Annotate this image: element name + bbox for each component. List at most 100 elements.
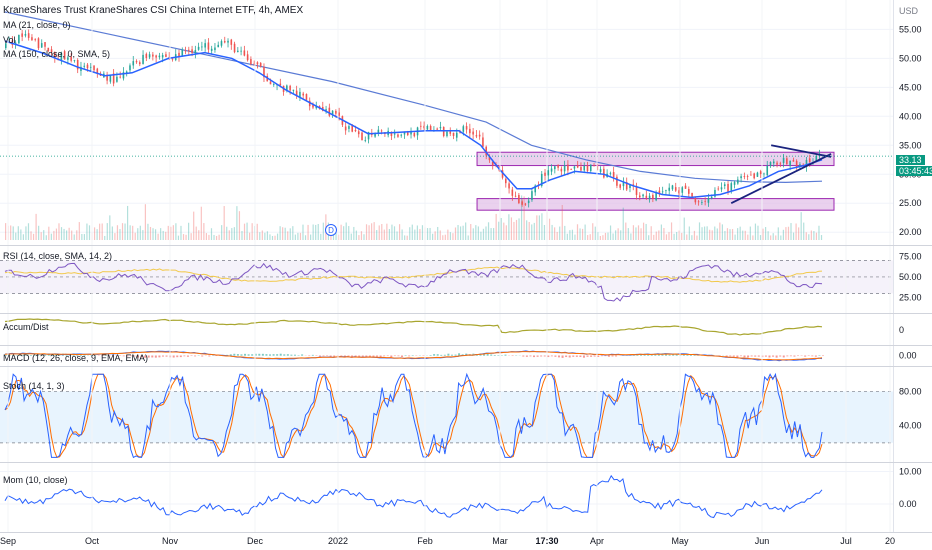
candle-body xyxy=(655,192,657,201)
candle-body xyxy=(27,33,30,38)
ma150-legend[interactable]: MA (150, close, 0, SMA, 5) xyxy=(3,49,111,59)
macd-histogram-bar xyxy=(607,355,610,357)
volume-bar xyxy=(144,204,146,240)
candle-body xyxy=(410,131,412,135)
candle-body xyxy=(188,49,190,51)
volume-bar xyxy=(714,226,716,240)
candle-body xyxy=(753,173,755,179)
candle-body xyxy=(312,104,314,108)
candle-body xyxy=(720,187,723,190)
volume-bar xyxy=(622,207,624,240)
volume-bar xyxy=(236,206,238,240)
volume-bar xyxy=(716,228,718,240)
volume-bar xyxy=(302,224,304,240)
volume-bar xyxy=(531,224,533,240)
volume-bar xyxy=(198,230,200,240)
volume-bar xyxy=(43,230,45,240)
price-tick-label: 55.00 xyxy=(899,24,922,34)
volume-bar xyxy=(119,229,121,240)
volume-bar xyxy=(548,218,551,240)
macd-legend[interactable]: MACD (12, 26, close, 9, EMA, EMA) xyxy=(3,353,149,363)
volume-bar xyxy=(803,222,805,240)
macd-histogram-bar xyxy=(322,355,325,357)
time-tick-label: 17:30 xyxy=(535,536,558,546)
macd-histogram-bar xyxy=(140,355,143,358)
macd-histogram-bar xyxy=(133,355,136,357)
macd-histogram-bar xyxy=(26,354,29,356)
candle-body xyxy=(560,168,563,172)
candle-body xyxy=(201,46,203,48)
macd-histogram-bar xyxy=(490,354,493,356)
candle-body xyxy=(292,89,295,91)
macd-histogram-bar xyxy=(772,355,775,357)
volume-bar xyxy=(96,229,98,240)
volume-bar xyxy=(698,222,701,240)
candle-body xyxy=(50,49,53,53)
mom-legend[interactable]: Mom (10, close) xyxy=(3,475,68,485)
volume-bar xyxy=(449,232,452,240)
time-tick-label: Dec xyxy=(247,536,264,546)
volume-bar xyxy=(160,228,162,240)
volume-bar xyxy=(650,226,652,240)
candle-body xyxy=(220,41,223,46)
candle-body xyxy=(325,109,327,111)
candle-body xyxy=(351,125,354,132)
volume-bar xyxy=(630,233,632,240)
volume-bar xyxy=(152,228,154,240)
macd-histogram-bar xyxy=(447,353,450,356)
volume-bar xyxy=(129,225,131,240)
volume-bar xyxy=(475,225,477,240)
dividend-marker[interactable] xyxy=(325,224,337,236)
candle-body xyxy=(465,126,468,130)
macd-histogram-bar xyxy=(725,355,728,357)
volume-bar xyxy=(561,204,563,240)
volume-bar xyxy=(22,234,24,240)
ma21-legend[interactable]: MA (21, close, 0) xyxy=(3,20,71,30)
volume-bar xyxy=(188,222,190,240)
macd-histogram-bar xyxy=(440,354,443,356)
macd-histogram-bar xyxy=(450,354,453,356)
macd-histogram-bar xyxy=(269,354,272,356)
macd-histogram-bar xyxy=(536,355,539,357)
candle-body xyxy=(462,126,465,132)
macd-histogram-bar xyxy=(768,355,771,358)
stoch-legend[interactable]: Stoch (14, 1, 3) xyxy=(3,381,65,391)
volume-legend[interactable]: Vol xyxy=(3,35,16,45)
volume-bar xyxy=(53,230,55,240)
macd-histogram-bar xyxy=(286,354,289,356)
volume-bar xyxy=(315,224,317,240)
accum-legend[interactable]: Accum/Dist xyxy=(3,322,49,332)
candle-body xyxy=(452,132,455,136)
volume-bar xyxy=(58,223,60,240)
volume-bar xyxy=(640,228,642,240)
macd-histogram-bar xyxy=(201,355,204,357)
volume-bar xyxy=(340,224,342,240)
volume-bar xyxy=(505,225,507,240)
candle-body xyxy=(76,59,79,70)
pane-divider-stoch xyxy=(0,366,932,367)
volume-bar xyxy=(76,230,78,240)
candle-body xyxy=(96,68,99,74)
volume-bar xyxy=(256,223,258,240)
macd-histogram-bar xyxy=(582,355,585,358)
volume-bar xyxy=(66,230,68,240)
volume-bar xyxy=(757,225,759,240)
macd-histogram-bar xyxy=(739,355,742,357)
volume-bar xyxy=(739,226,741,240)
macd-histogram-bar xyxy=(533,355,536,358)
support-resistance-zone xyxy=(476,198,835,211)
macd-histogram-bar xyxy=(368,355,371,357)
volume-bar xyxy=(116,225,119,240)
macd-histogram-bar xyxy=(65,354,68,356)
candle-body xyxy=(361,132,363,141)
volume-bar xyxy=(310,234,312,240)
candle-body xyxy=(475,135,478,137)
candle-body xyxy=(338,112,340,116)
volume-bar xyxy=(81,233,83,240)
volume-bar xyxy=(88,225,91,240)
volume-bar xyxy=(205,233,208,240)
rsi-legend[interactable]: RSI (14, close, SMA, 14, 2) xyxy=(3,251,113,261)
volume-bar xyxy=(495,213,497,240)
